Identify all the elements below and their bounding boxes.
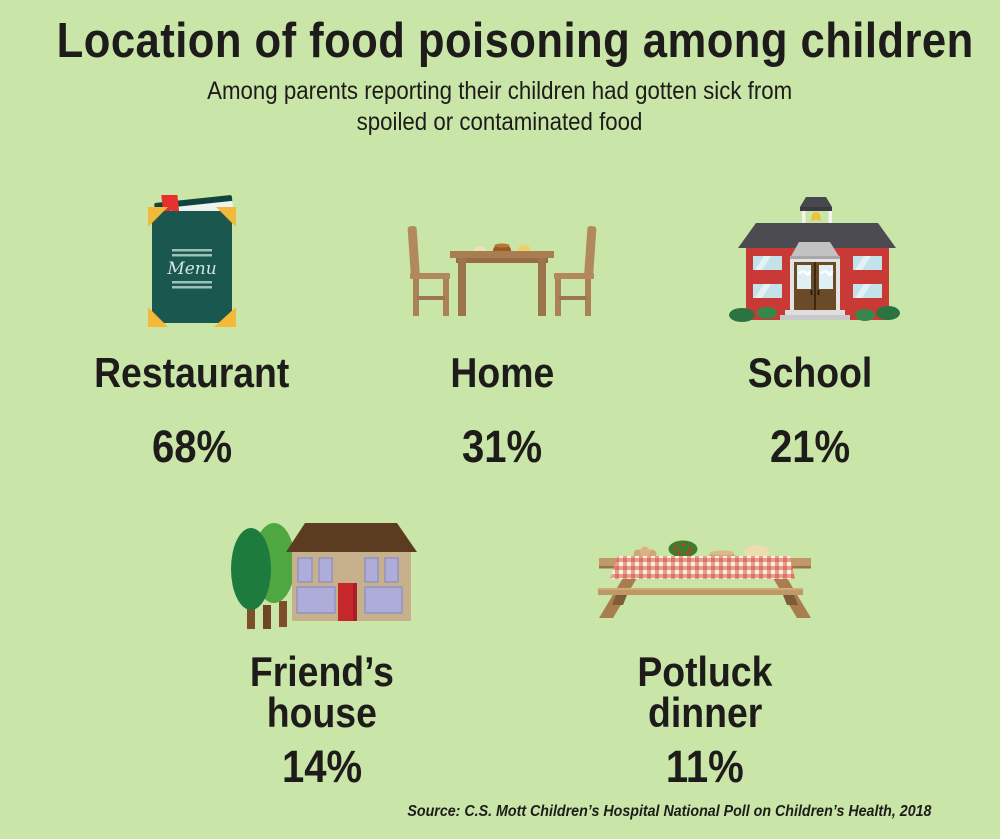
item-label: Potluck dinner [545,648,865,737]
header: Location of food poisoning among childre… [0,14,1000,137]
item-value: 14% [281,741,363,793]
item-label: Friend’s house [162,648,482,737]
item-friends-house: Friend’s house 14% [162,515,482,793]
subtitle-line-1: Among parents reporting their children h… [207,77,793,106]
item-label-line-2: house [266,689,378,737]
source-credit: Source: C.S. Mott Children’s Hospital Na… [407,803,932,820]
subtitle-line-2: spoiled or contaminated food [357,107,643,136]
item-value: 31% [461,421,543,473]
item-label-line-1: Friend’s [249,648,395,695]
school-building-icon [660,180,960,330]
item-home: Home 31% [352,180,652,473]
item-label: School [747,349,873,396]
item-label-line-1: Potluck [637,648,773,695]
item-value: 11% [666,741,744,793]
dining-table-icon [352,180,652,330]
subtitle: Among parents reporting their children h… [0,76,1000,137]
menu-icon-text: Menu [166,259,216,279]
item-school: School 21% [660,180,960,473]
item-value: 68% [151,421,233,473]
page-title: Location of food poisoning among childre… [56,14,974,68]
house-with-trees-icon [162,515,482,637]
item-restaurant: Menu Restaurant 68% [42,180,342,473]
menu-book-icon: Menu [42,180,342,330]
item-potluck-dinner: Potluck dinner 11% [545,515,865,793]
item-label: Home [450,349,554,396]
item-value: 21% [769,421,851,473]
picnic-table-icon [545,515,865,637]
item-label: Restaurant [94,349,290,396]
item-label-line-2: dinner [647,689,763,737]
